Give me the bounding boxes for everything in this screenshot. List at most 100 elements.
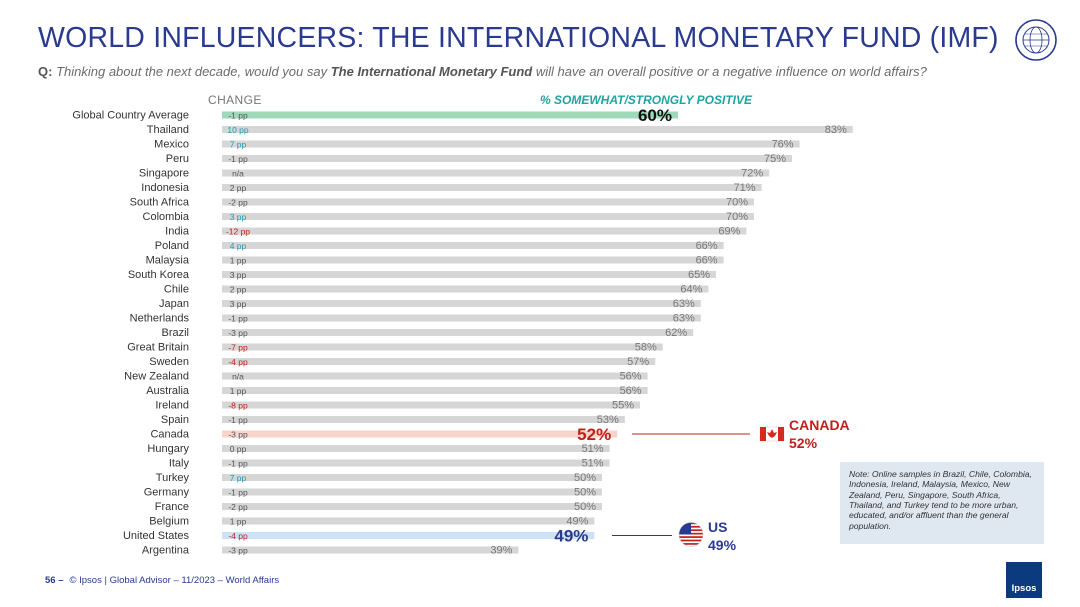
value-label-chile: 64% xyxy=(680,284,702,296)
bar-indonesia xyxy=(222,184,762,191)
bar-spain xyxy=(222,416,625,423)
change-label-japan: 3 pp xyxy=(230,299,247,309)
bar-south-africa xyxy=(222,198,754,206)
value-header: % SOMEWHAT/STRONGLY POSITIVE xyxy=(540,93,753,107)
footer: 56 – © Ipsos | Global Advisor – 11/2023 –… xyxy=(45,575,279,586)
value-label-sweden: 57% xyxy=(627,356,649,368)
value-label-brazil: 62% xyxy=(665,327,687,339)
change-label-great-britain: -7 pp xyxy=(228,343,248,353)
value-label-italy: 51% xyxy=(582,458,604,470)
canada-flag-leaf xyxy=(767,429,777,438)
change-label-france: -2 pp xyxy=(228,502,248,512)
bar-new-zealand xyxy=(222,372,648,380)
question-bold: The International Monetary Fund xyxy=(330,64,533,79)
change-label-peru: -1 pp xyxy=(228,154,248,164)
value-label-south-korea: 65% xyxy=(688,269,710,281)
imf-seal-icon xyxy=(1015,19,1057,61)
value-label-mexico: 76% xyxy=(772,139,794,151)
value-label-great-britain: 58% xyxy=(635,342,657,354)
category-label-belgium: Belgium xyxy=(149,516,189,528)
canada-callout-name: CANADA xyxy=(789,417,850,433)
value-label-belgium: 49% xyxy=(566,516,588,528)
value-label-hungary: 51% xyxy=(582,443,604,455)
category-label-sweden: Sweden xyxy=(149,356,189,368)
change-label-chile: 2 pp xyxy=(230,285,247,295)
value-label-france: 50% xyxy=(574,501,596,513)
bar-japan xyxy=(222,300,701,307)
bar-hungary xyxy=(222,445,610,452)
category-label-malaysia: Malaysia xyxy=(146,255,190,267)
change-label-belgium: 1 pp xyxy=(230,517,247,527)
change-label-new-zealand: n/a xyxy=(232,372,244,382)
value-label-thailand: 83% xyxy=(825,124,847,136)
bar-france xyxy=(222,503,602,510)
value-label-turkey: 50% xyxy=(574,472,596,484)
category-label-argentina: Argentina xyxy=(142,545,190,557)
category-label-south-korea: South Korea xyxy=(128,269,190,281)
bar-south-korea xyxy=(222,271,716,278)
bar-germany xyxy=(222,488,602,496)
bar-united-states xyxy=(222,532,595,539)
bar-sweden xyxy=(222,358,656,365)
change-label-singapore: n/a xyxy=(232,169,244,179)
bar-australia xyxy=(222,387,648,394)
change-label-colombia: 3 pp xyxy=(230,212,247,222)
category-label-peru: Peru xyxy=(166,153,189,165)
bar-global-country-average xyxy=(222,111,678,119)
bar-poland xyxy=(222,242,724,249)
value-label-singapore: 72% xyxy=(741,168,763,180)
change-label-indonesia: 2 pp xyxy=(230,183,247,193)
category-label-singapore: Singapore xyxy=(139,168,189,180)
change-label-canada: -3 pp xyxy=(228,430,248,440)
value-label-poland: 66% xyxy=(696,240,718,252)
us-flag-outline xyxy=(678,522,704,547)
value-label-australia: 56% xyxy=(620,385,642,397)
category-label-netherlands: Netherlands xyxy=(130,313,190,325)
value-label-new-zealand: 56% xyxy=(620,371,642,383)
change-label-sweden: -4 pp xyxy=(228,357,248,367)
change-label-south-africa: -2 pp xyxy=(228,198,248,208)
value-label-ireland: 55% xyxy=(612,400,634,412)
value-label-malaysia: 66% xyxy=(696,255,718,267)
category-label-japan: Japan xyxy=(159,298,189,310)
category-label-france: France xyxy=(155,501,189,513)
category-label-indonesia: Indonesia xyxy=(141,182,190,194)
bar-india xyxy=(222,227,747,235)
category-label-australia: Australia xyxy=(146,385,190,397)
note-box: Note: Online samples in Brazil, Chile, C… xyxy=(840,462,1044,544)
question-post: will have an overall positive or a negat… xyxy=(535,64,927,79)
change-label-germany: -1 pp xyxy=(228,488,248,498)
question-prefix: Q: xyxy=(38,64,53,79)
category-label-turkey: Turkey xyxy=(156,472,190,484)
category-label-mexico: Mexico xyxy=(154,139,189,151)
bar-malaysia xyxy=(222,256,724,264)
category-label-south-africa: South Africa xyxy=(130,197,190,209)
category-label-new-zealand: New Zealand xyxy=(124,371,189,383)
change-header: CHANGE xyxy=(208,93,262,107)
value-label-peru: 75% xyxy=(764,153,786,165)
value-label-spain: 53% xyxy=(597,414,619,426)
change-label-poland: 4 pp xyxy=(230,241,247,251)
bar-colombia xyxy=(222,213,754,220)
bar-mexico xyxy=(222,140,800,148)
change-label-south-korea: 3 pp xyxy=(230,270,247,280)
value-label-canada: 52% xyxy=(577,425,611,444)
canada-callout-value: 52% xyxy=(789,435,818,451)
value-label-indonesia: 71% xyxy=(734,182,756,194)
bar-brazil xyxy=(222,329,694,336)
change-label-argentina: -3 pp xyxy=(228,546,248,556)
bar-singapore xyxy=(222,169,770,177)
change-label-italy: -1 pp xyxy=(228,459,248,469)
category-label-italy: Italy xyxy=(169,458,190,470)
change-label-netherlands: -1 pp xyxy=(228,314,248,324)
bar-great-britain xyxy=(222,343,663,351)
bar-ireland xyxy=(222,401,640,409)
change-label-mexico: 7 pp xyxy=(230,140,247,150)
ipsos-logo: Ipsos xyxy=(1006,562,1042,598)
value-label-united-states: 49% xyxy=(554,527,588,546)
category-label-hungary: Hungary xyxy=(147,443,189,455)
bar-canada xyxy=(222,430,618,438)
canada-flag-right-band xyxy=(778,427,784,441)
change-label-united-states: -4 pp xyxy=(228,531,248,541)
page-number: 56 – xyxy=(45,575,64,586)
